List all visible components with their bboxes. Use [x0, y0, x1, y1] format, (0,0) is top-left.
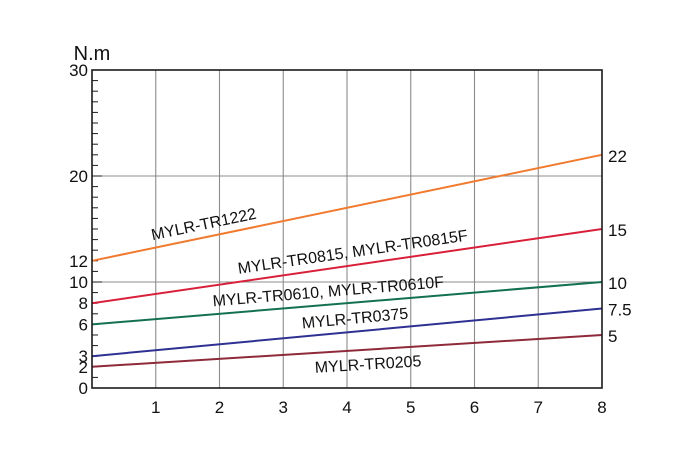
series-line-3	[91, 307, 603, 358]
series-end-label-3: 7.5	[608, 301, 632, 320]
x-tick-label-5: 5	[406, 398, 415, 417]
x-tick-label-7: 7	[534, 398, 543, 417]
y-tick-label-3: 3	[79, 347, 88, 366]
y-axis-label: N.m	[74, 43, 111, 65]
y-tick-label-30: 30	[69, 61, 88, 80]
series-line-4	[91, 334, 603, 368]
series-end-label-4: 5	[608, 327, 617, 346]
y-axis-minor-ticks	[92, 69, 102, 389]
series-end-label-2: 10	[608, 274, 627, 293]
x-tick-label-4: 4	[342, 398, 351, 417]
y-tick-label-8: 8	[79, 294, 88, 313]
y-tick-label-10: 10	[69, 273, 88, 292]
x-tick-label-1: 1	[151, 398, 160, 417]
y-tick-label-2: 2	[79, 358, 88, 377]
grid	[92, 70, 602, 388]
y-tick-label-12: 12	[69, 252, 88, 271]
series-name-label-4: MYLR-TR0205	[314, 353, 422, 377]
x-tick-label-2: 2	[215, 398, 224, 417]
series-line-0	[91, 153, 603, 262]
series-end-label-1: 15	[608, 221, 627, 240]
series-line-2	[91, 281, 603, 326]
series-end-label-0: 22	[608, 147, 627, 166]
x-tick-label-3: 3	[279, 398, 288, 417]
plot-frame	[91, 69, 603, 389]
y-tick-label-0: 0	[79, 379, 88, 398]
x-tick-label-8: 8	[597, 398, 606, 417]
series-line-1	[91, 228, 603, 305]
y-tick-label-6: 6	[79, 315, 88, 334]
x-tick-label-6: 6	[470, 398, 479, 417]
y-tick-label-20: 20	[69, 167, 88, 186]
